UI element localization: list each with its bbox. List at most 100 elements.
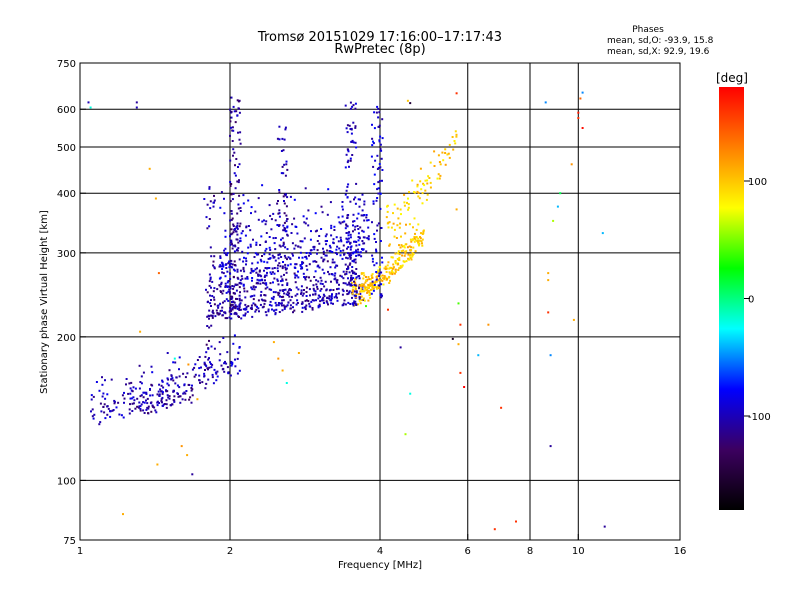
trace-point [314, 230, 317, 233]
trace-point [198, 356, 201, 358]
trace-point [398, 256, 401, 259]
column-point [347, 159, 350, 162]
trace-point [140, 394, 143, 397]
trace-point [335, 279, 338, 282]
column-point [346, 196, 349, 199]
trace-point [145, 408, 148, 411]
trace-point [405, 260, 408, 263]
trace-point [386, 210, 389, 213]
trace-point [219, 285, 222, 288]
trace-point [444, 163, 447, 166]
trace-point [171, 377, 174, 380]
trace-point [232, 287, 235, 290]
trace-point [363, 214, 366, 216]
trace-point [257, 274, 260, 277]
scatter-point [148, 167, 151, 170]
trace-point [245, 260, 248, 263]
trace-point [131, 410, 134, 412]
trace-point [241, 230, 244, 233]
scatter-point [387, 308, 389, 311]
column-point [354, 125, 357, 128]
column-point [238, 316, 240, 318]
column-point [371, 144, 374, 147]
trace-point [230, 265, 233, 268]
column-point [229, 286, 232, 288]
column-point [204, 355, 207, 358]
column-point [228, 290, 231, 293]
trace-point [247, 246, 250, 249]
trace-point [265, 247, 268, 250]
trace-point [288, 288, 291, 290]
trace-point [258, 310, 260, 313]
trace-point [140, 382, 143, 385]
column-point [373, 183, 376, 186]
trace-point [314, 270, 317, 273]
trace-point [227, 285, 230, 288]
trace-point [179, 401, 182, 404]
trace-point [337, 292, 340, 295]
trace-point [226, 270, 229, 273]
trace-point [410, 246, 413, 249]
trace-point [226, 286, 229, 288]
column-point [284, 266, 287, 269]
trace-point [221, 292, 224, 295]
trace-point [285, 230, 288, 233]
colorbar-tick-label: -100 [748, 412, 771, 423]
column-point [284, 174, 287, 177]
scatter-point [186, 454, 189, 457]
trace-point [361, 209, 364, 212]
trace-point [240, 299, 243, 302]
trace-point [209, 294, 211, 297]
trace-point [207, 378, 210, 381]
trace-point [302, 272, 305, 275]
column-point [282, 224, 285, 227]
trace-point [421, 202, 424, 205]
trace-point [256, 261, 259, 264]
column-point [281, 289, 284, 292]
trace-point [249, 295, 252, 298]
trace-point [295, 226, 298, 228]
scatter-point [581, 91, 584, 94]
column-point [238, 138, 241, 141]
trace-point [340, 275, 343, 278]
trace-point [236, 249, 239, 252]
trace-point [390, 256, 393, 259]
column-point [345, 127, 348, 130]
trace-point [245, 225, 248, 228]
column-point [371, 254, 374, 257]
trace-point [107, 407, 110, 410]
column-point [237, 203, 240, 206]
trace-point [360, 214, 363, 217]
trace-point [378, 279, 380, 282]
trace-point [407, 253, 410, 256]
trace-point [211, 315, 214, 317]
trace-point [291, 242, 294, 245]
trace-point [267, 257, 270, 260]
trace-point [320, 279, 323, 282]
trace-point [236, 372, 239, 375]
trace-point [251, 277, 254, 279]
trace-point [239, 308, 242, 311]
trace-point [394, 260, 397, 263]
trace-point [214, 371, 217, 374]
column-point [230, 313, 233, 316]
trace-point [220, 281, 223, 284]
column-point [229, 219, 232, 222]
trace-point [156, 393, 159, 396]
scatter-point [166, 352, 169, 354]
trace-point [269, 300, 272, 303]
column-point [381, 118, 384, 121]
trace-point [294, 263, 297, 266]
column-point [229, 108, 232, 111]
column-point [376, 229, 378, 232]
trace-point [341, 257, 344, 260]
trace-point [316, 249, 319, 252]
column-point [233, 172, 236, 175]
trace-point [358, 205, 361, 208]
trace-point [183, 391, 186, 394]
trace-point [331, 293, 333, 296]
trace-point [391, 273, 394, 276]
trace-point [377, 269, 380, 272]
column-point [278, 191, 281, 194]
trace-point [293, 272, 296, 275]
